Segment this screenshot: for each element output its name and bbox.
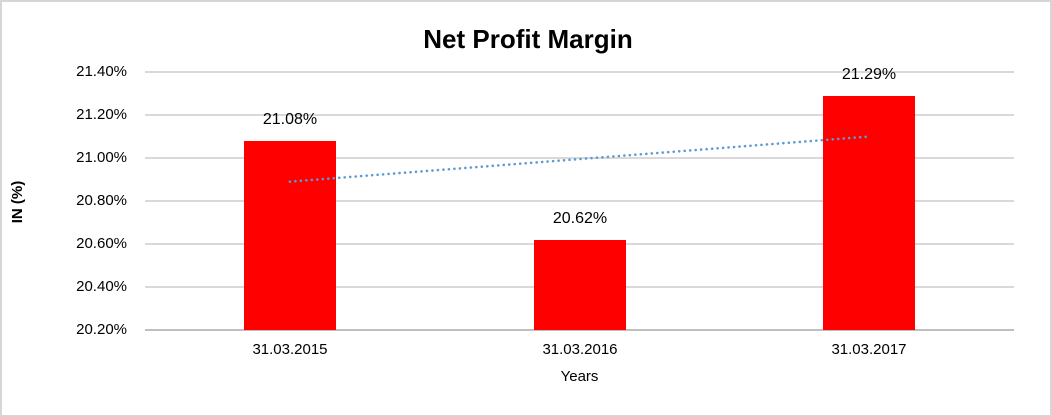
chart-title: Net Profit Margin [423,24,633,54]
x-axis-category-label: 31.03.2016 [542,341,618,358]
bar-31.03.2015 [244,141,336,330]
y-axis-tick-label: 21.00% [76,149,127,166]
y-axis-tick-label: 20.80% [76,192,127,209]
y-axis-title: IN (%) [9,180,26,224]
x-axis-title: Years [560,368,599,385]
bar-value-label: 21.08% [262,111,318,128]
gridline [145,200,1014,202]
y-axis-tick-label: 20.40% [76,278,127,295]
gridline [145,329,1014,331]
gridline [145,71,1014,73]
y-axis-tick-label: 21.40% [76,63,127,80]
x-axis-category-label: 31.03.2017 [831,341,907,358]
y-axis-tick-label: 20.20% [76,321,127,338]
bar-31.03.2017 [823,96,915,330]
x-axis-category-label: 31.03.2015 [252,341,328,358]
bar-value-label: 21.29% [841,66,897,83]
y-axis-tick-label: 21.20% [76,106,127,123]
y-axis-tick-label: 20.60% [76,235,127,252]
bar-31.03.2016 [534,240,626,330]
gridline [145,114,1014,116]
bar-value-label: 20.62% [552,210,608,227]
